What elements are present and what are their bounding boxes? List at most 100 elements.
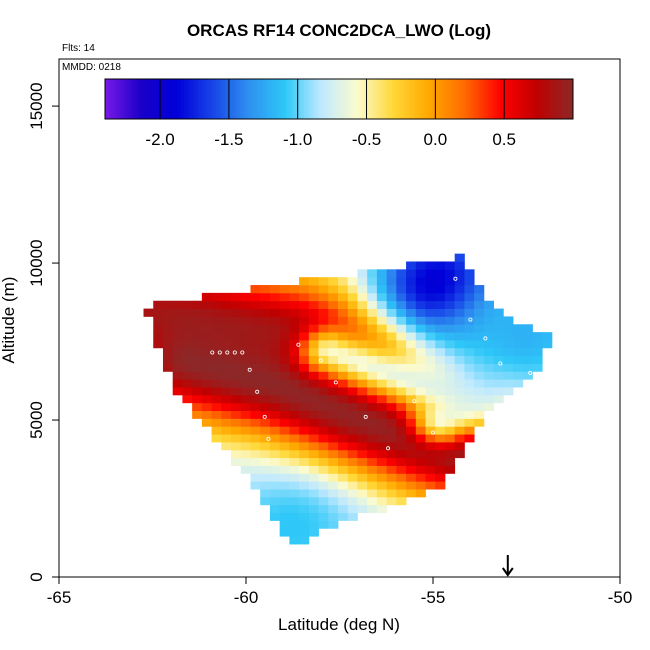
- heatmap-cell: [483, 300, 494, 309]
- heatmap-cell: [221, 324, 232, 333]
- heatmap-cell: [396, 442, 407, 451]
- colorbar-tick-label: -1.5: [214, 130, 243, 149]
- heatmap-cell: [444, 300, 456, 309]
- heatmap-cell: [269, 371, 281, 380]
- colorbar-swatch: [356, 79, 360, 119]
- heatmap-cell: [318, 363, 329, 372]
- heatmap-cell: [279, 308, 290, 317]
- colorbar-swatch: [262, 79, 267, 119]
- heatmap-cell: [211, 418, 222, 427]
- heatmap-cell: [386, 418, 397, 427]
- heatmap-cell: [211, 347, 222, 357]
- heatmap-cell: [396, 418, 407, 427]
- colorbar-swatch: [292, 79, 296, 119]
- heatmap-cell: [376, 316, 388, 325]
- colorbar-swatch: [488, 79, 492, 119]
- colorbar-swatch: [183, 79, 188, 119]
- colorbar-swatch: [324, 79, 328, 119]
- heatmap-cell: [221, 355, 232, 364]
- heatmap-cell: [299, 473, 310, 482]
- heatmap-cell: [172, 300, 183, 309]
- heatmap-cell: [279, 292, 290, 302]
- heatmap-cell: [318, 481, 329, 490]
- heatmap-cell: [406, 269, 417, 278]
- heatmap-cell: [269, 426, 281, 435]
- heatmap-cell: [308, 520, 319, 529]
- heatmap-cell: [318, 402, 329, 412]
- heatmap-cell: [172, 308, 183, 317]
- heatmap-cell: [260, 449, 271, 459]
- heatmap-cell: [211, 308, 222, 317]
- heatmap-cell: [464, 394, 475, 404]
- heatmap-cell: [308, 496, 319, 506]
- heatmap-cell: [328, 316, 339, 325]
- heatmap-cell: [299, 371, 310, 380]
- colorbar-swatch: [379, 79, 384, 119]
- heatmap-cell: [376, 332, 388, 341]
- heatmap-cell: [269, 308, 281, 317]
- heatmap-cell: [396, 465, 407, 474]
- heatmap-cell: [260, 339, 271, 349]
- heatmap-cell: [474, 379, 485, 388]
- heatmap-cell: [357, 418, 368, 427]
- heatmap-cell: [513, 332, 524, 341]
- heatmap-cell: [279, 316, 290, 325]
- heatmap-cell: [240, 300, 251, 309]
- flight-point: [255, 389, 260, 394]
- colorbar-swatch: [283, 79, 287, 119]
- heatmap-cell: [454, 261, 465, 270]
- heatmap-cell: [415, 449, 426, 459]
- heatmap-cell: [435, 457, 446, 466]
- heatmap-cell: [308, 504, 319, 514]
- heatmap-cell: [415, 339, 426, 349]
- heatmap-cell: [221, 418, 232, 427]
- heatmap-cell: [201, 410, 212, 419]
- heatmap-cell: [240, 394, 251, 404]
- heatmap-cell: [406, 339, 417, 349]
- heatmap-cell: [435, 371, 446, 380]
- heatmap-cell: [464, 434, 475, 443]
- heatmap-cell: [211, 300, 222, 309]
- heatmap-cell: [231, 394, 242, 404]
- heatmap-cell: [279, 426, 290, 435]
- heatmap-cell: [376, 504, 388, 514]
- heatmap-cell: [250, 339, 261, 349]
- heatmap-cell: [231, 308, 242, 317]
- heatmap-cell: [376, 387, 388, 396]
- heatmap-cell: [406, 347, 417, 357]
- heatmap-cell: [308, 457, 319, 466]
- heatmap-cell: [425, 418, 436, 427]
- heatmap-cell: [260, 489, 271, 498]
- heatmap-cell: [376, 496, 388, 506]
- heatmap-cell: [464, 347, 475, 357]
- heatmap-cell: [396, 292, 407, 302]
- colorbar-swatch: [289, 79, 293, 119]
- heatmap-cell: [386, 379, 397, 388]
- heatmap-cell: [454, 363, 465, 372]
- heatmap-cell: [444, 324, 456, 333]
- heatmap-cell: [182, 371, 193, 380]
- heatmap-cell: [318, 332, 329, 341]
- heatmap-cell: [308, 410, 319, 419]
- heatmap-cell: [483, 355, 494, 364]
- heatmap-cell: [221, 316, 232, 325]
- heatmap-cell: [269, 324, 281, 333]
- heatmap-cell: [299, 379, 310, 388]
- heatmap-cell: [250, 434, 261, 443]
- heatmap-cell: [347, 457, 358, 466]
- colorbar-swatch: [227, 79, 232, 119]
- colorbar-swatch: [189, 79, 194, 119]
- heatmap-cell: [406, 324, 417, 333]
- colorbar-swatch: [333, 79, 337, 119]
- heatmap-cell: [308, 418, 319, 427]
- heatmap-cell: [338, 339, 349, 349]
- heatmap-cell: [386, 449, 397, 459]
- heatmap-cell: [347, 355, 358, 364]
- heatmap-cell: [347, 387, 358, 396]
- heatmap-cell: [269, 347, 281, 357]
- heatmap-cell: [338, 410, 349, 419]
- heatmap-cell: [435, 324, 446, 333]
- heatmap-cell: [454, 387, 465, 396]
- heatmap-cell: [328, 332, 339, 341]
- heatmap-cell: [269, 473, 281, 482]
